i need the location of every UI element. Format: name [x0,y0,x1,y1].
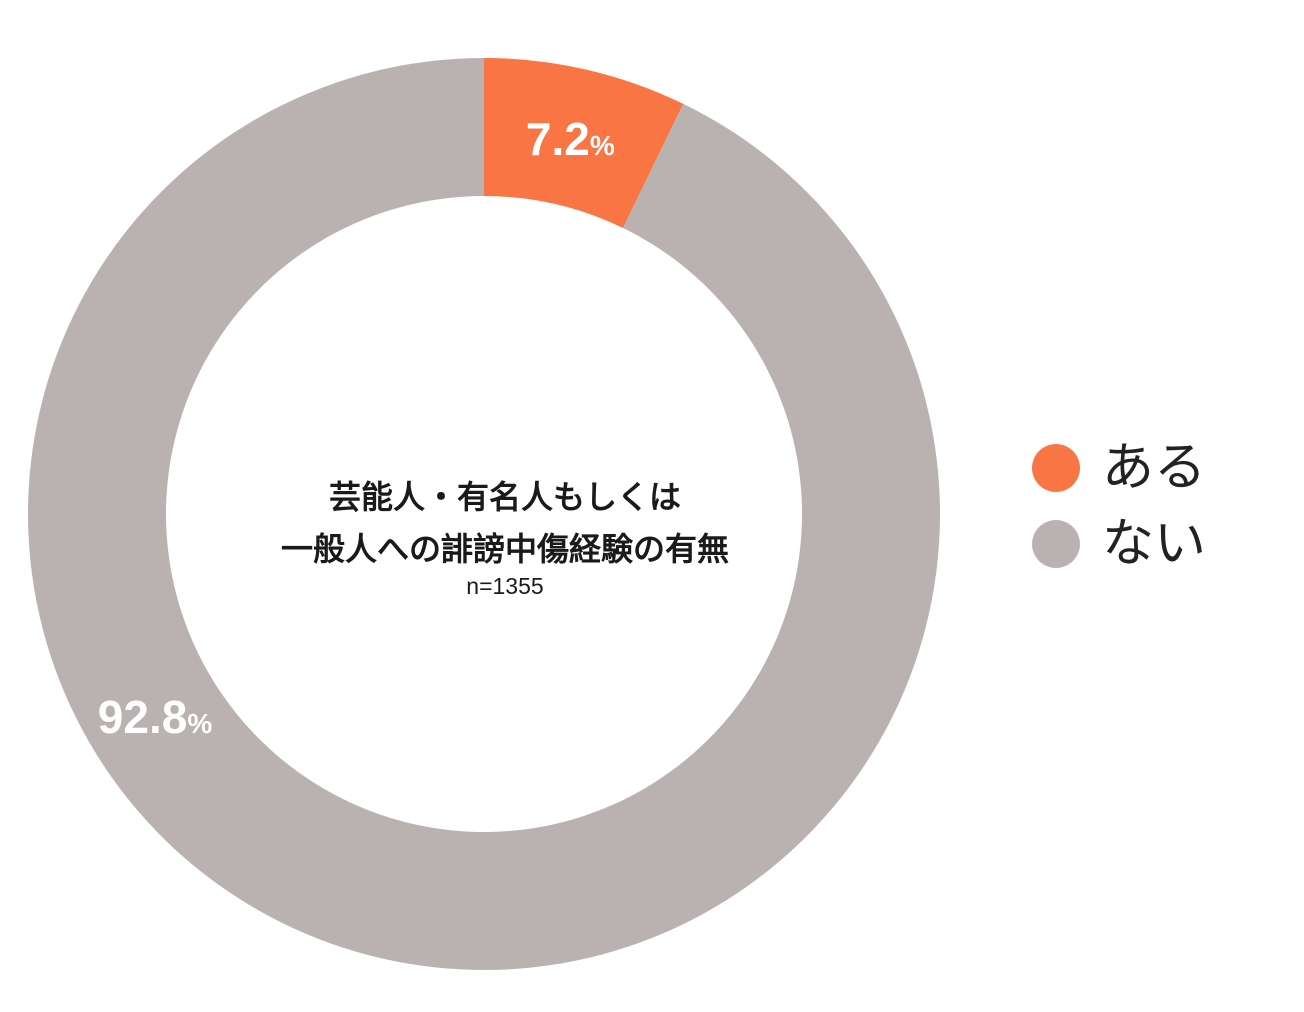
donut-slice-1 [27,58,940,970]
slice-label-0: 7.2% [526,113,615,165]
legend-swatch-nai [1032,520,1080,568]
slice-label-1: 92.8% [98,691,213,743]
donut-slice-0 [484,58,684,228]
chart-title-line-2: 一般人への誹謗中傷経験の有無 [281,530,729,568]
legend-label-nai: ない [1102,514,1207,574]
chart-title-line-1: 芸能人・有名人もしくは [329,478,681,516]
chart-subtitle: n=1355 [466,573,543,599]
legend-label-aru: ある [1102,438,1207,498]
legend-item-nai: ない [1032,506,1206,582]
legend-item-aru: ある [1032,430,1206,506]
legend-swatch-aru [1032,444,1080,492]
donut-slices [27,58,940,970]
legend: ある ない [1032,430,1206,582]
slice-labels: 7.2% 92.8% [98,113,615,743]
